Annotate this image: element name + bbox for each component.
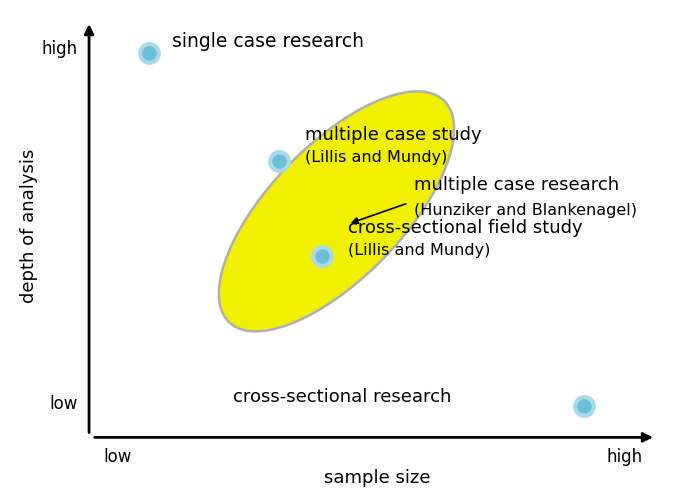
Text: (Hunziker and Blankenagel): (Hunziker and Blankenagel) (414, 203, 637, 218)
Text: low: low (49, 395, 77, 413)
Text: low: low (103, 448, 132, 466)
Text: cross-sectional field study: cross-sectional field study (348, 219, 583, 237)
Text: (Lillis and Mundy): (Lillis and Mundy) (348, 243, 490, 258)
Text: cross-sectional research: cross-sectional research (233, 388, 451, 406)
Text: multiple case research: multiple case research (414, 176, 619, 194)
Point (273, 157, 284, 165)
Text: multiple case study: multiple case study (305, 126, 482, 144)
Point (578, 402, 589, 410)
Text: high: high (606, 448, 643, 466)
Point (144, 49, 155, 57)
Text: sample size: sample size (323, 469, 430, 487)
Text: (Lillis and Mundy): (Lillis and Mundy) (305, 150, 447, 165)
Ellipse shape (219, 91, 454, 331)
Text: high: high (41, 40, 77, 58)
Text: single case research: single case research (173, 32, 364, 51)
Text: depth of analysis: depth of analysis (20, 149, 38, 303)
Point (316, 251, 327, 259)
